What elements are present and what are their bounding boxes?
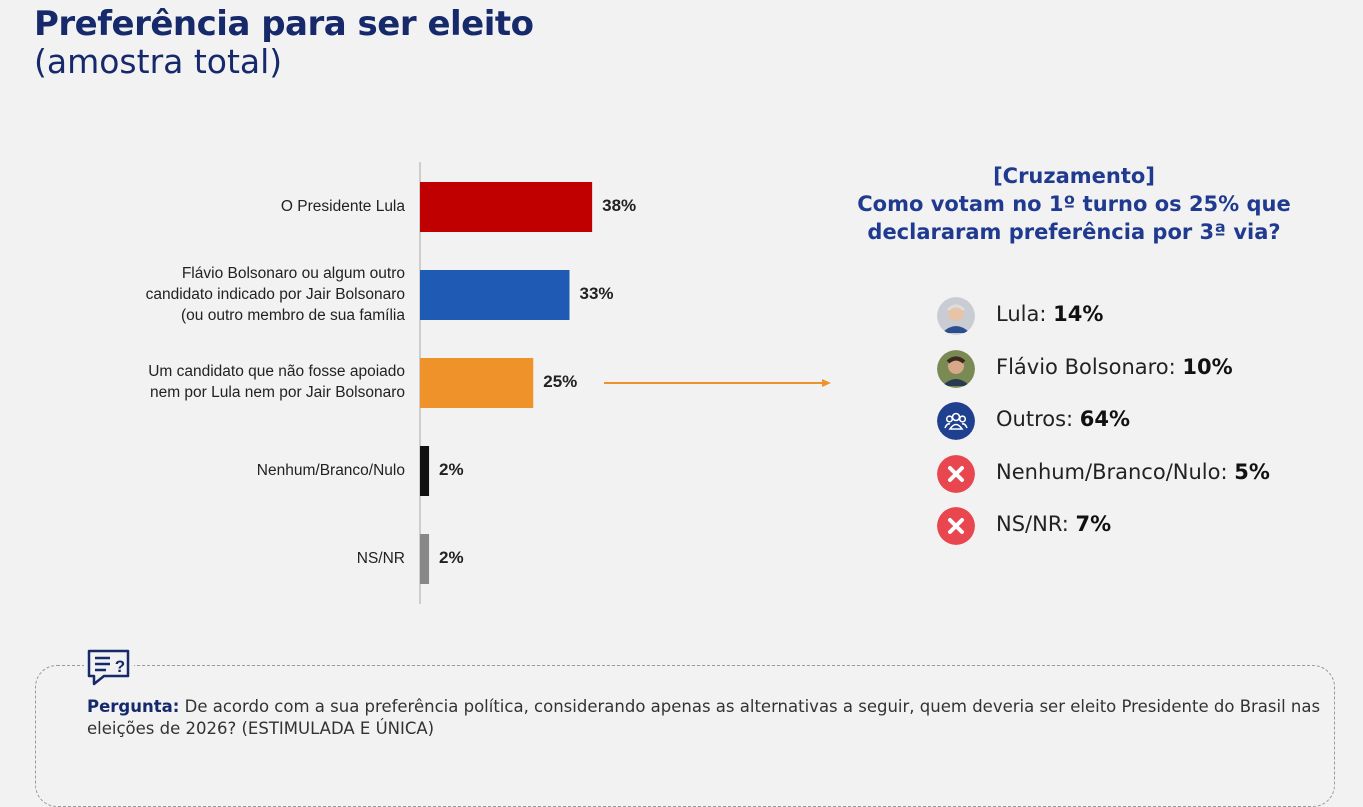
category-label: NS/NR <box>357 548 405 569</box>
value-label: 2% <box>439 548 464 567</box>
cross-tab-item: Lula: 14% <box>996 302 1103 326</box>
item-label: Flávio Bolsonaro: <box>996 354 1176 379</box>
category-line: O Presidente Lula <box>280 197 405 215</box>
category-label: Flávio Bolsonaro ou algum outro candidato… <box>146 263 405 326</box>
cross-tab-subtitle: declararam preferência por 3ª via? <box>867 220 1281 244</box>
category-line: candidato indicado por Jair Bolsonaro <box>145 285 405 303</box>
item-label: Nenhum/Branco/Nulo: <box>996 459 1228 484</box>
question-label: Pergunta: <box>87 697 180 716</box>
cross-tab-item: NS/NR: 7% <box>996 512 1111 536</box>
item-label: Lula: <box>996 302 1047 326</box>
value-label: 33% <box>579 284 614 303</box>
bar <box>420 270 570 320</box>
item-label: NS/NR: <box>996 512 1069 536</box>
item-icon <box>937 349 975 388</box>
bar <box>420 446 430 496</box>
cross-tab-item: Flávio Bolsonaro: 10% <box>996 355 1233 379</box>
bar <box>420 534 430 584</box>
cross-tab-heading: [Cruzamento] Como votam no 1º turno os 2… <box>824 162 1324 246</box>
item-icon <box>937 454 975 493</box>
category-label: Nenhum/Branco/Nulo <box>257 460 405 481</box>
question-body: De acordo com a sua preferência política… <box>87 697 1321 738</box>
bar <box>420 182 593 232</box>
category-line: Um candidato que não fosse apoiado <box>148 363 405 380</box>
item-icon <box>937 297 975 335</box>
subtitle: (amostra total) <box>34 42 283 81</box>
title: Preferência para ser eleito <box>34 4 534 44</box>
category-label: O Presidente Lula <box>281 196 405 217</box>
category-line: Nenhum/Branco/Nulo <box>256 461 405 479</box>
item-value: 5% <box>1234 459 1270 484</box>
category-line: NS/NR <box>356 549 405 567</box>
category-line: (ou outro membro de sua família <box>181 306 405 324</box>
item-icon <box>937 402 975 440</box>
item-label: Outros: <box>996 407 1074 431</box>
item-value: 7% <box>1075 512 1112 536</box>
arrow <box>604 379 831 387</box>
item-value: 64% <box>1079 407 1131 431</box>
item-icon <box>937 507 975 545</box>
value-label: 38% <box>602 196 637 215</box>
item-value: 10% <box>1182 354 1233 379</box>
question-icon: ? <box>84 648 134 688</box>
value-label: 25% <box>543 372 578 391</box>
question-text: Pergunta: De acordo com a sua preferênci… <box>87 696 1327 740</box>
value-label: 2% <box>439 460 464 479</box>
category-label: Um candidato que não fosse apoiado nem po… <box>148 361 405 403</box>
bar-plot <box>419 162 593 604</box>
slide: Preferência para ser eleito (amostra tot… <box>34 4 1335 807</box>
cross-tab-title: [Cruzamento] <box>993 164 1155 188</box>
cross-tab-item: Outros: 64% <box>996 407 1130 431</box>
category-line: nem por Lula nem por Jair Bolsonaro <box>149 384 405 401</box>
cross-tab-subtitle: Como votam no 1º turno os 25% que <box>857 192 1291 216</box>
item-value: 14% <box>1053 302 1104 326</box>
svg-text:?: ? <box>115 657 125 676</box>
cross-tab-item: Nenhum/Branco/Nulo: 5% <box>996 460 1270 484</box>
category-line: Flávio Bolsonaro ou algum outro <box>181 264 405 282</box>
bar <box>420 358 534 408</box>
